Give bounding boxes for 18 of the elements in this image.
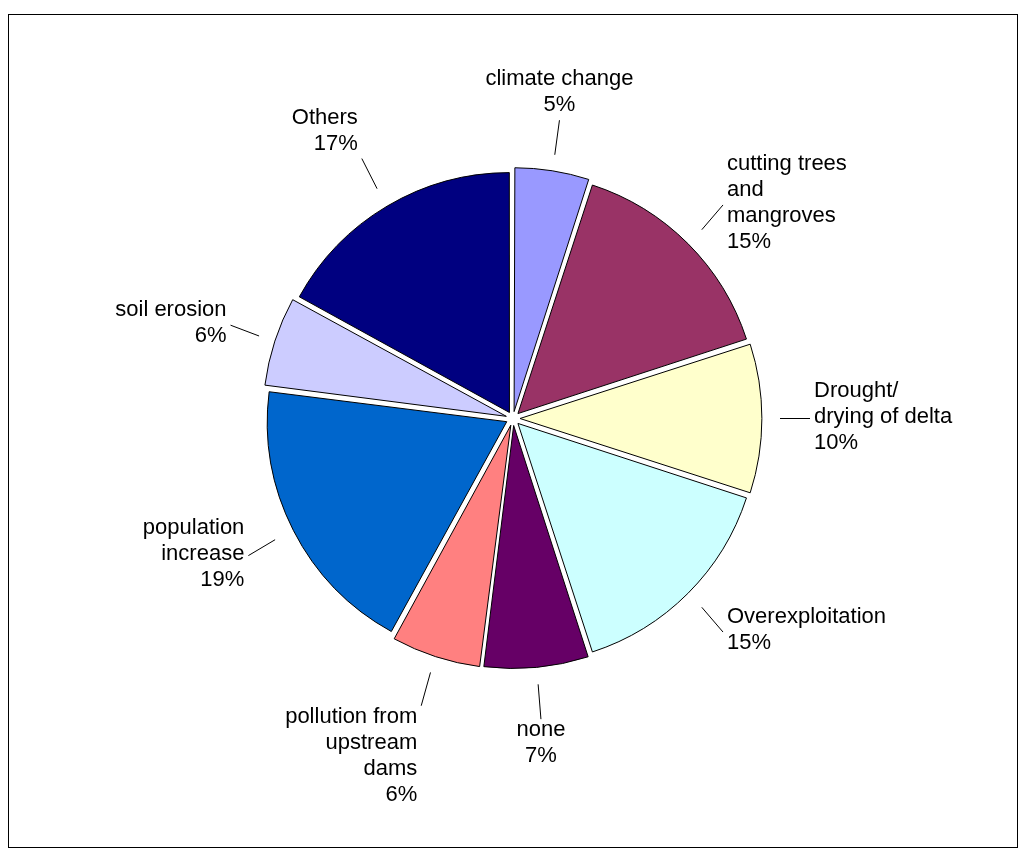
data-label: 6% [194,322,227,348]
data-label: 5% [543,91,576,117]
slice-label: cutting trees and mangroves [727,150,847,228]
slice-label: climate change [485,65,634,91]
slice-label: none [516,716,566,742]
data-label: 7% [525,742,557,768]
slice-label: population increase [142,513,245,565]
data-label: 17% [313,129,358,155]
slice-label: pollution from upstream dams [285,702,418,780]
data-label: 15% [727,629,772,655]
data-label: 19% [200,565,245,591]
slice-label: Overexploitation [727,603,886,629]
data-label: 6% [385,780,418,806]
slice-label: Others [291,103,358,129]
slice-label: Drought/ drying of delta [814,376,953,428]
slice-label: soil erosion [115,296,227,322]
data-label: 15% [727,228,772,254]
data-label: 10% [814,428,859,454]
